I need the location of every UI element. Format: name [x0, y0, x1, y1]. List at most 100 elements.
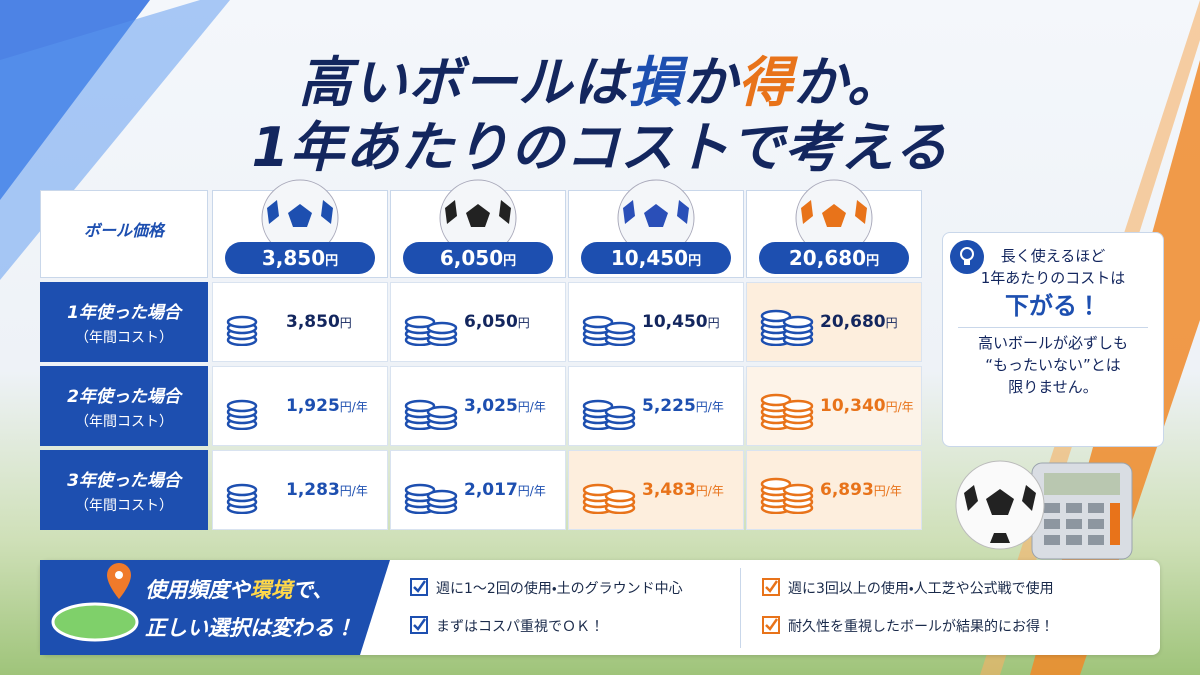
checklist-item: 耐久性を重視したボールが結果的にお得！	[762, 616, 1054, 636]
cost-unit: 円	[339, 316, 352, 330]
cost-amount: 10,340円/年	[820, 396, 914, 416]
checklist-text: 耐久性を重視したボールが結果的にお得！	[788, 619, 1054, 635]
cost-unit: 円	[517, 316, 530, 330]
row-label-text: 2年使った場合	[67, 387, 181, 407]
cost-value: 3,483	[642, 480, 696, 500]
cost-value: 2,017	[464, 480, 518, 500]
ball-image	[795, 179, 873, 248]
title-line-2: 1年あたりのコストで考える	[251, 116, 949, 179]
row-label: 1年使った場合 （年間コスト）	[40, 282, 208, 362]
price-unit: 円	[866, 254, 880, 269]
cost-amount: 3,850円	[286, 312, 352, 332]
row-label-text: 1年使った場合	[67, 303, 181, 323]
ball-and-calculator	[955, 460, 1133, 560]
title-part: 高いボールは	[298, 51, 629, 114]
ball-image	[261, 179, 339, 248]
coin-stack	[760, 477, 814, 514]
banner-shape	[40, 560, 390, 655]
coin-stack	[404, 483, 458, 514]
checkbox-icon	[762, 578, 780, 596]
title-loss: 損	[628, 51, 684, 114]
price-unit: 円	[325, 254, 339, 269]
cost-amount: 2,017円/年	[464, 480, 546, 500]
cost-value: 20,680	[820, 312, 886, 332]
checkbox-icon	[410, 578, 428, 596]
cost-amount: 6,893円/年	[820, 480, 902, 500]
cost-amount: 3,483円/年	[642, 480, 724, 500]
cost-amount: 1,925円/年	[286, 396, 368, 416]
checklist-text: まずはコスパ重視でＯＫ！	[436, 619, 604, 635]
cost-unit: 円/年	[695, 484, 724, 498]
checklist-item: まずはコスパ重視でＯＫ！	[410, 616, 604, 636]
price-amount: 10,450	[610, 246, 689, 270]
cost-value: 10,450	[642, 312, 708, 332]
banner-highlight: 環境	[250, 578, 292, 602]
cost-value: 10,340	[820, 396, 886, 416]
price-amount: 20,680	[788, 246, 867, 270]
checkbox-icon	[410, 616, 428, 634]
cost-amount: 5,225円/年	[642, 396, 724, 416]
cost-value: 1,283	[286, 480, 340, 500]
cost-value: 3,025	[464, 396, 518, 416]
price-amount: 6,050	[439, 246, 504, 270]
lightbulb-icon	[950, 240, 984, 274]
price-pill: 20,680円	[759, 242, 909, 274]
checklist-text: 週に1〜2回の使用・土のグラウンド中心	[436, 581, 683, 597]
coin-stack	[760, 393, 814, 430]
checklist-item: 週に1〜2回の使用・土のグラウンド中心	[410, 578, 683, 598]
cost-unit: 円/年	[339, 400, 368, 414]
row-sublabel: （年間コスト）	[75, 414, 173, 430]
banner-line-1: 使用頻度や環境で、	[145, 574, 333, 604]
title-part: か。	[793, 51, 902, 114]
price-unit: 円	[503, 254, 517, 269]
callout-text: 1年あたりのコストは	[980, 269, 1126, 287]
callout-text: 長く使えるほど	[1000, 247, 1106, 265]
cost-unit: 円/年	[873, 484, 902, 498]
cost-unit: 円	[885, 316, 898, 330]
cost-value: 1,925	[286, 396, 340, 416]
coin-stack	[582, 483, 636, 514]
cost-value: 6,050	[464, 312, 518, 332]
coin-stack	[226, 399, 258, 430]
divider	[740, 568, 741, 648]
checkbox-icon	[762, 616, 780, 634]
callout-emphasis: 下がる！	[1005, 292, 1101, 320]
banner-part: 使用頻度や	[145, 578, 250, 602]
row-label-text: 3年使った場合	[67, 471, 181, 491]
ball-image	[617, 179, 695, 248]
cost-amount: 6,050円	[464, 312, 530, 332]
cost-value: 6,893	[820, 480, 874, 500]
coin-stack	[404, 315, 458, 346]
price-amount: 3,850	[261, 246, 326, 270]
cost-unit: 円/年	[695, 400, 724, 414]
row-label: 2年使った場合 （年間コスト）	[40, 366, 208, 446]
coin-stack	[226, 315, 258, 346]
title-line-1: 高いボールは損か得か。	[0, 38, 1200, 117]
title-part: か	[683, 51, 739, 114]
price-unit: 円	[688, 254, 702, 269]
callout-text: 限りません。	[1008, 378, 1098, 396]
row-label: 3年使った場合 （年間コスト）	[40, 450, 208, 530]
cost-unit: 円	[707, 316, 720, 330]
header-label: ボール価格	[40, 190, 208, 278]
cost-amount: 20,680円	[820, 312, 898, 332]
callout-box: 長く使えるほど 1年あたりのコストは 下がる！ 高いボールが必ずしも “もったい…	[942, 232, 1164, 447]
cost-unit: 円/年	[339, 484, 368, 498]
cost-unit: 円/年	[517, 400, 546, 414]
coin-stack	[582, 315, 636, 346]
price-pill: 6,050円	[403, 242, 553, 274]
price-pill: 3,850円	[225, 242, 375, 274]
cost-amount: 3,025円/年	[464, 396, 546, 416]
callout-text: 高いボールが必ずしも	[977, 334, 1128, 352]
banner-part: で、	[292, 578, 334, 602]
cost-value: 5,225	[642, 396, 696, 416]
banner-line-2: 正しい選択は変わる！	[145, 616, 355, 640]
coin-stack	[226, 483, 258, 514]
price-pill: 10,450円	[581, 242, 731, 274]
title-gain: 得	[738, 51, 794, 114]
coin-stack	[760, 309, 814, 346]
callout-text: “もったいない”とは	[985, 356, 1121, 374]
ball-image	[439, 179, 517, 248]
row-sublabel: （年間コスト）	[75, 498, 173, 514]
